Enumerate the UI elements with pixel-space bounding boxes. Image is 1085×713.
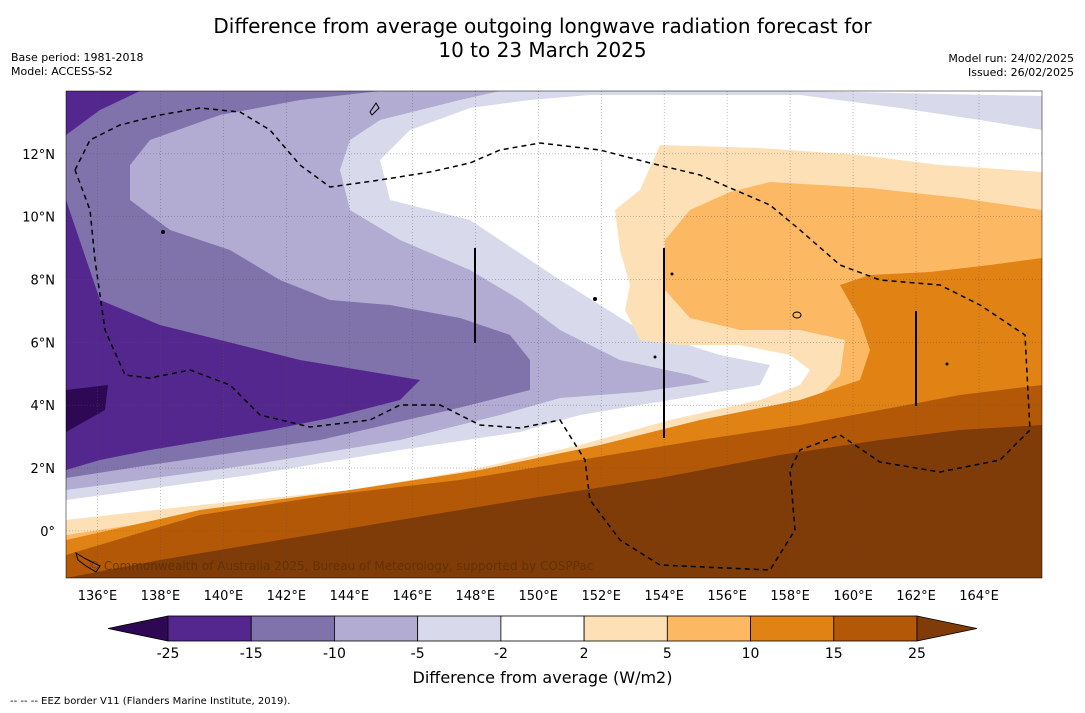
x-tick-label: 156°E — [707, 589, 747, 604]
x-axis-ticks: 136°E 138°E 140°E 142°E 144°E 146°E 148°E 150°E… — [78, 589, 999, 604]
colorbar-tick-label: 10 — [742, 646, 760, 662]
y-tick-label: 6°N — [31, 336, 56, 351]
colorbar-segment — [417, 615, 502, 642]
colorbar-tick-label: -2 — [494, 646, 508, 662]
colorbar-tick-label: -25 — [157, 646, 180, 662]
colorbar-segment — [833, 615, 918, 642]
colorbar-segment — [334, 615, 419, 642]
island-outline — [369, 102, 380, 116]
colorbar-tick-label: -5 — [411, 646, 425, 662]
colorbar-extend-low — [107, 615, 169, 642]
issued-date: Issued: 26/02/2025 — [967, 66, 1074, 79]
map-title-line1: Difference from average outgoing longwav… — [213, 14, 872, 38]
y-tick-label: 10°N — [22, 211, 55, 226]
island-dot — [653, 355, 657, 359]
island-dot — [670, 272, 674, 276]
plot-frame — [65, 90, 1043, 579]
colorbar-title: Difference from average (W/m2) — [412, 668, 673, 687]
eez-note: -- -- -- EEZ border V11 (Flanders Marine… — [10, 696, 291, 707]
base-period: Base period: 1981-2018 — [11, 51, 144, 64]
band-deeppurple — [66, 385, 108, 432]
colorbar — [107, 615, 978, 642]
model-name: Model: ACCESS-S2 — [11, 65, 113, 78]
x-tick-label: 136°E — [78, 589, 118, 604]
island-dot — [945, 362, 949, 366]
eez-border-north — [74, 107, 1031, 571]
x-tick-label: 150°E — [518, 589, 558, 604]
colorbar-tick-label: 2 — [580, 646, 589, 662]
x-tick-label: 152°E — [581, 589, 621, 604]
colorbar-extend-high — [916, 615, 978, 642]
colorbar-segment — [250, 615, 335, 642]
map-title-line2: 10 to 23 March 2025 — [438, 38, 647, 62]
colorbar-tick-label: -10 — [323, 646, 346, 662]
x-tick-label: 154°E — [644, 589, 684, 604]
x-tick-label: 158°E — [770, 589, 810, 604]
y-tick-label: 0° — [40, 525, 55, 540]
x-tick-label: 144°E — [330, 589, 370, 604]
y-tick-label: 8°N — [31, 274, 56, 289]
y-tick-label: 4°N — [31, 399, 56, 414]
meta-right: Model run: 24/02/2025 Issued: 26/02/2025 — [948, 52, 1074, 80]
colorbar-tick-label: 5 — [663, 646, 672, 662]
coastline — [75, 551, 101, 573]
x-tick-label: 146°E — [393, 589, 433, 604]
y-tick-label: 2°N — [31, 462, 56, 477]
y-axis-ticks: 0° 2°N 4°N 6°N 8°N 10°N 12°N — [22, 148, 55, 540]
band-darkbrown — [66, 425, 1042, 578]
x-tick-label: 160°E — [833, 589, 873, 604]
map-title: Difference from average outgoing longwav… — [0, 14, 1085, 62]
band-darkpurple — [66, 91, 420, 470]
x-tick-label: 164°E — [959, 589, 999, 604]
island-outline — [792, 311, 802, 319]
colorbar-segment — [583, 615, 668, 642]
colorbar-tick-label: 25 — [908, 646, 926, 662]
colorbar-segment — [666, 615, 751, 642]
island-dot — [593, 297, 597, 301]
x-tick-label: 138°E — [141, 589, 181, 604]
x-tick-label: 162°E — [896, 589, 936, 604]
colorbar-segment — [500, 615, 585, 642]
x-tick-label: 148°E — [456, 589, 496, 604]
plot-area: © Commonwealth of Australia 2025, Bureau… — [66, 91, 1042, 578]
colorbar-tick-label: 15 — [825, 646, 843, 662]
colorbar-labels: -25 -15 -10 -5 -2 2 5 10 15 25 — [157, 646, 926, 662]
colorbar-segment — [750, 615, 835, 642]
island-dot — [161, 230, 165, 234]
meta-left: Base period: 1981-2018 Model: ACCESS-S2 — [11, 51, 143, 79]
credit-text: © Commonwealth of Australia 2025, Bureau… — [88, 559, 593, 573]
colorbar-tick-label: -15 — [240, 646, 263, 662]
y-tick-label: 12°N — [22, 148, 55, 163]
model-run: Model run: 24/02/2025 — [948, 52, 1074, 65]
colorbar-segment — [167, 615, 252, 642]
x-tick-label: 140°E — [204, 589, 244, 604]
x-tick-label: 142°E — [267, 589, 307, 604]
